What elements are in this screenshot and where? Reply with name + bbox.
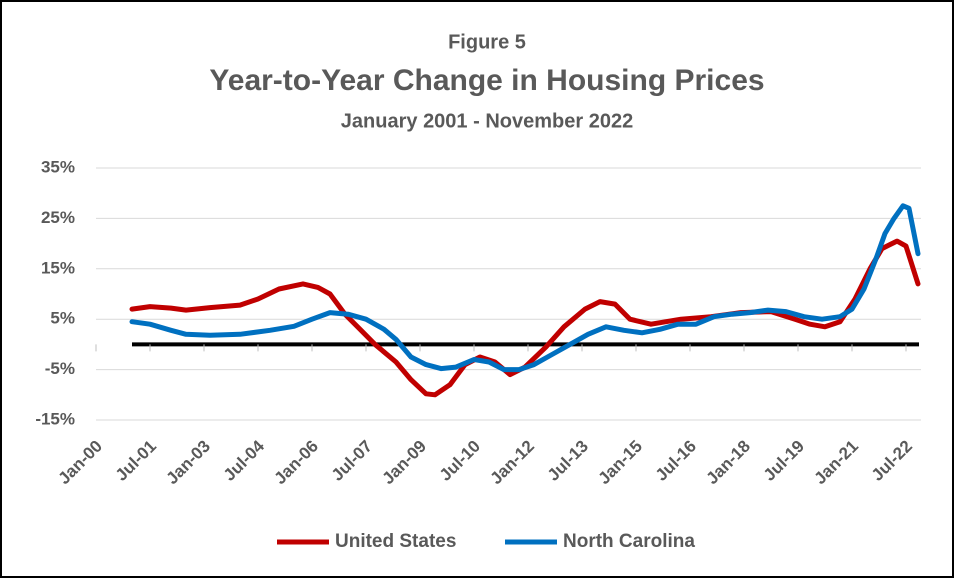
- series-line: [129, 203, 921, 373]
- legend-label: United States: [335, 531, 456, 552]
- y-tick-label: -15%: [35, 409, 75, 428]
- y-tick-label: 25%: [41, 208, 75, 227]
- chart-subtitle: January 2001 - November 2022: [341, 110, 633, 132]
- series-line: [129, 238, 921, 398]
- legend-label: North Carolina: [563, 531, 695, 552]
- figure-label: Figure 5: [448, 31, 526, 53]
- y-tick-label: -5%: [45, 359, 75, 378]
- chart-title: Year-to-Year Change in Housing Prices: [209, 64, 764, 97]
- y-tick-label: 5%: [50, 309, 75, 328]
- y-tick-label: 15%: [41, 258, 75, 277]
- y-tick-label: 35%: [41, 157, 75, 176]
